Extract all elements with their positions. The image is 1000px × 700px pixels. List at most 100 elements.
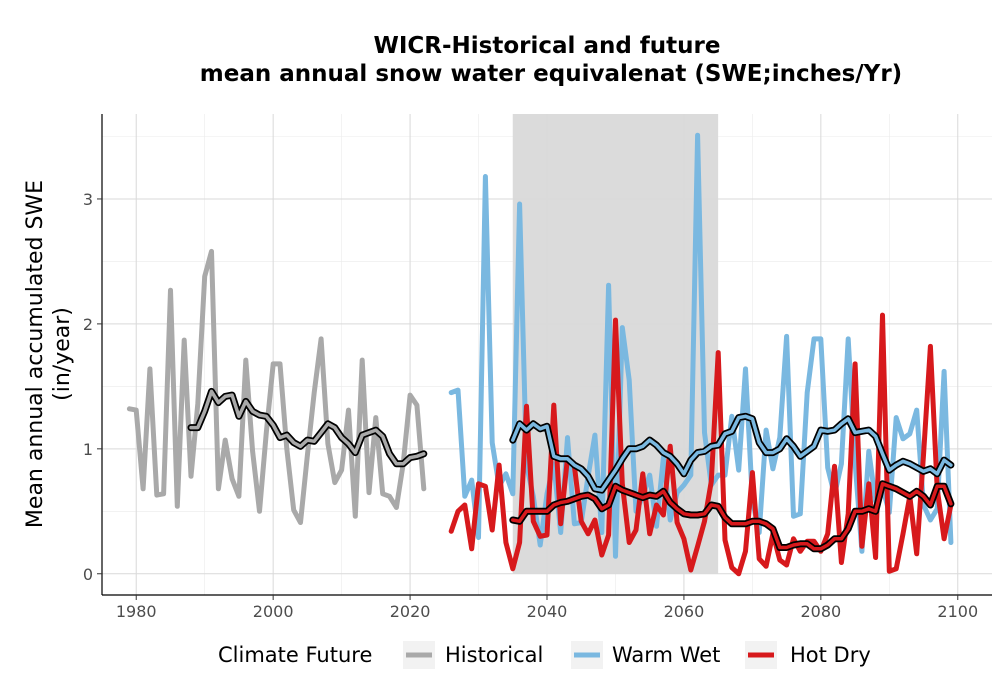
data-point-hot-dry: [900, 531, 906, 536]
data-point-warm-wet: [928, 517, 933, 523]
data-point-warm-wet: [839, 461, 844, 467]
data-point-hot-dry: [579, 519, 584, 524]
data-point-hot-dry: [757, 556, 762, 561]
data-point-historical: [387, 494, 392, 499]
data-point-warm-wet: [592, 432, 598, 438]
x-tick-label: 2080: [800, 602, 841, 621]
data-point-warm-wet: [866, 449, 871, 454]
data-point-hot-dry: [476, 481, 481, 487]
data-point-warm-wet: [777, 435, 782, 440]
data-point-historical: [270, 361, 276, 367]
x-tick-label: 2000: [253, 602, 294, 621]
data-point-hot-dry: [592, 517, 598, 523]
y-axis-title-line-1: Mean annual accumulated SWE: [23, 180, 48, 528]
data-point-hot-dry: [709, 479, 714, 484]
data-point-hot-dry: [825, 531, 830, 536]
data-point-hot-dry: [626, 540, 632, 545]
data-point-historical: [140, 486, 146, 492]
data-point-hot-dry: [702, 519, 707, 524]
data-point-historical: [147, 366, 153, 372]
data-point-historical: [257, 509, 262, 514]
data-point-hot-dry: [811, 539, 817, 544]
data-point-warm-wet: [736, 467, 741, 473]
data-point-historical: [318, 336, 324, 342]
chart-title: WICR-Historical and future mean annual s…: [200, 33, 902, 87]
data-point-warm-wet: [537, 542, 543, 548]
legend: Climate Future Historical Warm Wet Hot Dry: [218, 641, 871, 669]
data-point-historical: [127, 406, 132, 412]
data-point-hot-dry: [887, 569, 892, 574]
data-point-hot-dry: [606, 532, 611, 538]
data-point-hot-dry: [784, 562, 789, 568]
data-point-hot-dry: [524, 404, 529, 409]
x-tick-label: 2100: [937, 602, 978, 621]
data-point-historical: [414, 402, 420, 408]
data-point-hot-dry: [462, 502, 468, 508]
data-point-warm-wet: [455, 387, 461, 393]
data-point-historical: [312, 390, 317, 395]
data-point-hot-dry: [914, 551, 919, 556]
data-point-warm-wet: [668, 517, 673, 523]
series-line-hot-dry-smoothed: [511, 482, 953, 551]
data-point-historical: [359, 357, 365, 363]
data-point-historical: [236, 494, 242, 499]
data-point-warm-wet: [811, 336, 817, 342]
data-point-historical: [353, 514, 358, 519]
data-point-hot-dry: [798, 549, 803, 554]
data-point-hot-dry: [647, 531, 652, 536]
data-point-warm-wet: [893, 415, 899, 420]
data-point-historical: [195, 401, 201, 407]
data-point-warm-wet: [490, 440, 495, 445]
data-point-warm-wet: [729, 414, 735, 419]
data-point-warm-wet: [510, 491, 515, 497]
data-point-hot-dry: [510, 566, 515, 571]
data-point-historical: [223, 437, 228, 443]
data-point-warm-wet: [647, 472, 652, 478]
data-point-historical: [291, 507, 296, 513]
data-point-warm-wet: [914, 407, 919, 413]
data-point-hot-dry: [736, 571, 741, 576]
data-point-hot-dry: [674, 520, 680, 525]
data-point-hot-dry: [537, 534, 543, 539]
data-point-warm-wet: [948, 540, 954, 545]
data-point-hot-dry: [695, 544, 700, 549]
data-point-hot-dry: [832, 464, 837, 469]
data-point-hot-dry: [517, 540, 522, 545]
data-point-hot-dry: [743, 549, 748, 554]
data-point-hot-dry: [551, 402, 557, 408]
legend-label-historical: Historical: [445, 643, 543, 667]
data-point-historical: [394, 505, 399, 510]
data-point-warm-wet: [565, 435, 570, 440]
data-point-hot-dry: [455, 509, 461, 514]
data-point-historical: [154, 492, 159, 498]
data-point-hot-dry: [544, 532, 550, 538]
data-point-hot-dry: [777, 557, 782, 563]
data-point-hot-dry: [763, 564, 769, 569]
x-tick-label: 2020: [390, 602, 431, 621]
data-point-historical: [305, 452, 310, 458]
data-point-historical: [168, 287, 173, 293]
data-point-hot-dry: [531, 519, 536, 524]
data-point-hot-dry: [448, 529, 454, 534]
legend-title: Climate Future: [218, 643, 372, 667]
data-point-warm-wet: [620, 325, 625, 330]
data-point-historical: [325, 441, 331, 447]
data-point-warm-wet: [784, 334, 789, 339]
data-point-hot-dry: [866, 481, 871, 487]
data-point-hot-dry: [585, 531, 591, 536]
data-point-historical: [188, 474, 194, 479]
data-point-historical: [407, 392, 413, 398]
data-point-warm-wet: [503, 471, 509, 477]
y-tick-label: 3: [83, 190, 93, 209]
data-point-historical: [366, 490, 372, 495]
series-line-warm-wet-smoothed: [511, 414, 953, 492]
x-tick-label: 2060: [664, 602, 705, 621]
data-point-warm-wet: [825, 465, 830, 470]
data-point-hot-dry: [859, 544, 865, 549]
data-point-warm-wet: [770, 466, 776, 472]
data-point-hot-dry: [873, 555, 878, 560]
data-point-hot-dry: [921, 452, 926, 458]
data-point-warm-wet: [941, 369, 947, 374]
data-point-hot-dry: [503, 540, 509, 545]
